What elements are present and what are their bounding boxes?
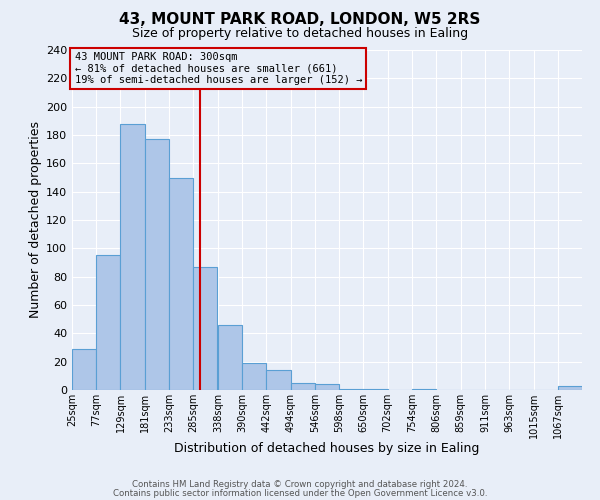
Bar bbox=[364, 388, 388, 390]
Bar bbox=[339, 388, 364, 390]
Bar bbox=[266, 370, 290, 390]
Bar bbox=[218, 325, 242, 390]
Bar bbox=[558, 386, 582, 390]
Bar bbox=[121, 124, 145, 390]
Bar bbox=[315, 384, 339, 390]
Bar bbox=[290, 383, 315, 390]
Text: Contains HM Land Registry data © Crown copyright and database right 2024.: Contains HM Land Registry data © Crown c… bbox=[132, 480, 468, 489]
Text: 43 MOUNT PARK ROAD: 300sqm
← 81% of detached houses are smaller (661)
19% of sem: 43 MOUNT PARK ROAD: 300sqm ← 81% of deta… bbox=[74, 52, 362, 85]
Bar bbox=[412, 388, 436, 390]
Bar bbox=[169, 178, 193, 390]
Text: 43, MOUNT PARK ROAD, LONDON, W5 2RS: 43, MOUNT PARK ROAD, LONDON, W5 2RS bbox=[119, 12, 481, 28]
Text: Size of property relative to detached houses in Ealing: Size of property relative to detached ho… bbox=[132, 28, 468, 40]
Bar bbox=[193, 267, 217, 390]
Bar bbox=[242, 363, 266, 390]
Bar bbox=[145, 139, 169, 390]
Bar bbox=[72, 349, 96, 390]
Y-axis label: Number of detached properties: Number of detached properties bbox=[29, 122, 42, 318]
Text: Contains public sector information licensed under the Open Government Licence v3: Contains public sector information licen… bbox=[113, 489, 487, 498]
X-axis label: Distribution of detached houses by size in Ealing: Distribution of detached houses by size … bbox=[175, 442, 479, 456]
Bar bbox=[96, 256, 121, 390]
